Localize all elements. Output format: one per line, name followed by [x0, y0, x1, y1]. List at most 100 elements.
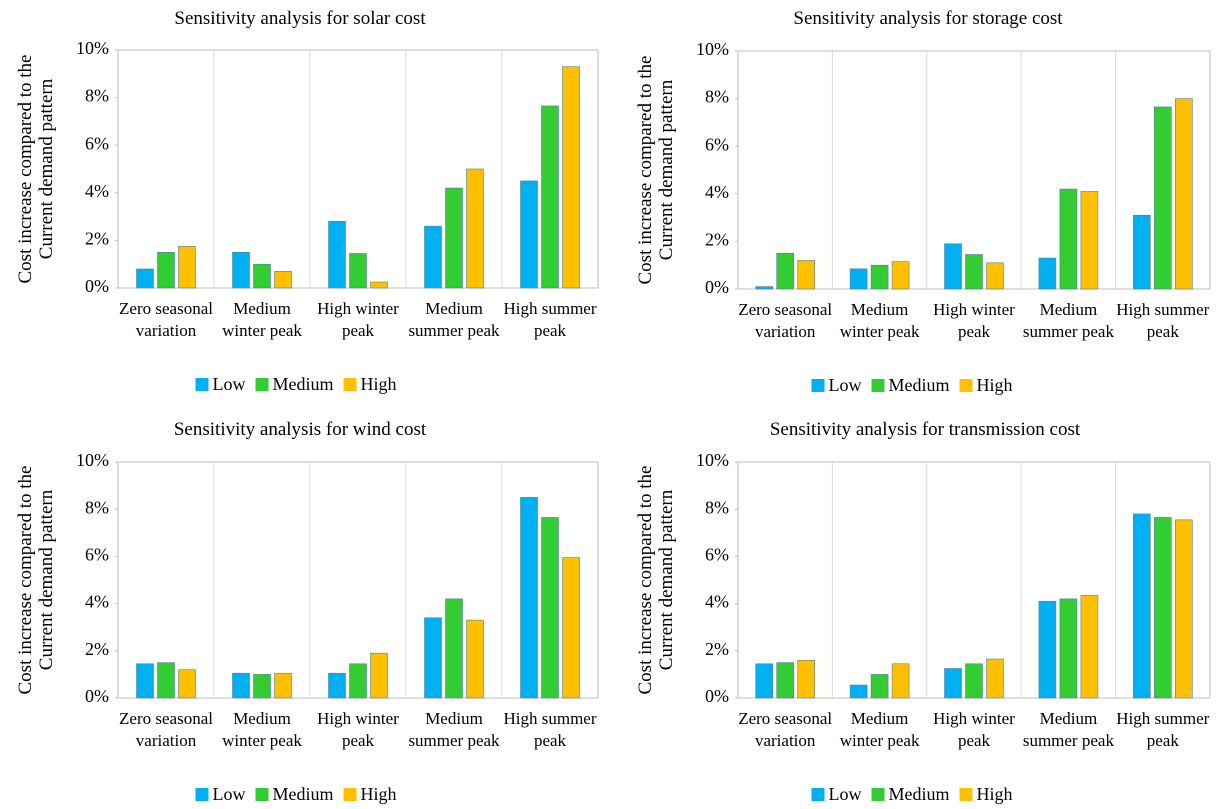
- y-tick-label: 0%: [705, 277, 729, 297]
- bar: [157, 662, 175, 699]
- x-tick-label: Medium winter peak: [222, 299, 302, 340]
- legend: Low Medium High: [195, 784, 397, 805]
- bar: [891, 261, 910, 290]
- bar: [849, 268, 868, 290]
- legend-swatch: [959, 788, 973, 801]
- bar: [466, 619, 484, 699]
- bar: [232, 252, 250, 289]
- legend-item: Medium: [255, 374, 334, 395]
- chart-title: Sensitivity analysis for wind cost: [173, 419, 427, 440]
- y-tick-label: 10%: [76, 38, 109, 58]
- bar: [1038, 600, 1057, 699]
- bar: [328, 672, 346, 699]
- y-axis-label: Cost increase compared to the Current de…: [635, 55, 677, 285]
- legend: Low Medium High: [195, 374, 397, 395]
- y-tick-label: 2%: [705, 230, 729, 250]
- x-tick-label: Medium summer peak: [408, 299, 500, 340]
- y-tick-label: 4%: [85, 592, 109, 612]
- legend-item: High: [959, 375, 1013, 396]
- bar: [944, 243, 962, 290]
- bar: [1080, 595, 1099, 699]
- bar: [445, 598, 463, 699]
- chart-title: Sensitivity analysis for solar cost: [174, 8, 426, 29]
- bar: [274, 271, 292, 289]
- bar: [349, 663, 367, 699]
- x-tick-label: High winter peak: [317, 299, 399, 340]
- bar: [755, 663, 774, 699]
- x-tick-label: Medium winter peak: [222, 709, 302, 750]
- y-tick-label: 4%: [85, 181, 109, 201]
- bar: [541, 105, 559, 289]
- legend-swatch: [343, 788, 357, 801]
- legend-label: Medium: [272, 784, 334, 804]
- bar: [986, 262, 1004, 290]
- legend: Low Medium High: [811, 784, 1013, 805]
- bar: [562, 66, 580, 289]
- bar: [274, 672, 292, 699]
- y-axis-label: Cost increase compared to the Current de…: [15, 54, 57, 284]
- x-tick-label: High summer peak: [1116, 709, 1210, 750]
- bar: [520, 497, 538, 699]
- legend-swatch: [959, 379, 973, 392]
- bar: [178, 669, 196, 699]
- y-tick-label: 10%: [696, 450, 729, 470]
- legend-label: High: [976, 375, 1013, 395]
- x-tick-label: Medium summer peak: [1022, 300, 1114, 341]
- bar: [870, 264, 889, 290]
- x-tick-label: Medium summer peak: [1022, 709, 1114, 750]
- y-tick-label: 2%: [705, 639, 729, 659]
- legend-swatch: [811, 379, 825, 392]
- x-tick-label: Medium summer peak: [408, 709, 500, 750]
- legend-label: Low: [828, 375, 862, 395]
- bar: [1154, 106, 1172, 290]
- legend-item: Medium: [871, 375, 950, 396]
- bar: [424, 617, 442, 699]
- legend-item: Medium: [871, 784, 950, 805]
- y-axis-label: Cost increase compared to the Current de…: [635, 465, 677, 695]
- legend-item: High: [959, 784, 1013, 805]
- bar: [1175, 98, 1193, 290]
- bar: [253, 674, 271, 699]
- x-tick-label: High winter peak: [933, 300, 1015, 341]
- legend-item: Low: [811, 784, 862, 805]
- bar: [1080, 191, 1099, 290]
- y-tick-label: 6%: [705, 545, 729, 565]
- y-tick-label: 10%: [76, 450, 109, 470]
- legend-label: Medium: [272, 374, 334, 394]
- legend-swatch: [255, 788, 269, 801]
- bar: [944, 668, 962, 699]
- x-tick-label: Zero seasonal variation: [738, 709, 833, 750]
- x-tick-label: Zero seasonal variation: [119, 709, 213, 750]
- bar: [1059, 188, 1078, 290]
- bar: [1133, 214, 1151, 290]
- bar: [232, 672, 250, 699]
- legend-item: Low: [811, 375, 862, 396]
- legend-item: Low: [195, 374, 246, 395]
- legend-swatch: [195, 788, 209, 801]
- legend-item: Low: [195, 784, 246, 805]
- bar: [157, 252, 175, 289]
- bar: [1059, 598, 1078, 699]
- bar: [466, 168, 484, 289]
- chart-title: Sensitivity analysis for transmission co…: [769, 419, 1081, 440]
- legend-label: Medium: [888, 375, 950, 395]
- y-tick-label: 4%: [705, 592, 729, 612]
- y-tick-label: 6%: [85, 545, 109, 565]
- bar: [776, 253, 795, 290]
- legend-label: Low: [212, 374, 246, 394]
- legend-item: High: [343, 374, 397, 395]
- x-tick-label: High summer peak: [1116, 300, 1210, 341]
- y-tick-label: 0%: [705, 686, 729, 706]
- chart-title: Sensitivity analysis for storage cost: [793, 8, 1063, 29]
- legend-item: High: [343, 784, 397, 805]
- bar: [797, 659, 816, 699]
- legend-label: High: [360, 374, 397, 394]
- bar: [755, 286, 774, 290]
- y-axis-label: Cost increase compared to the Current de…: [15, 465, 57, 695]
- bar: [891, 663, 910, 699]
- bar: [178, 246, 196, 289]
- y-tick-label: 2%: [85, 229, 109, 249]
- bar: [136, 663, 154, 699]
- bar: [1038, 257, 1057, 290]
- bar: [1154, 517, 1172, 699]
